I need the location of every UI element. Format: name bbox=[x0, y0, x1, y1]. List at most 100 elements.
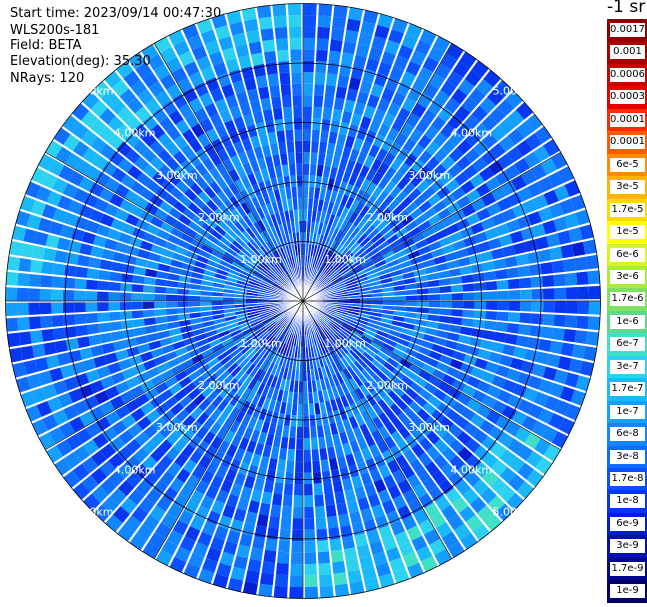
range-gate-cell bbox=[416, 408, 431, 422]
range-gate-cell bbox=[196, 380, 210, 393]
range-gate-cell bbox=[277, 248, 285, 261]
range-gate-cell bbox=[245, 148, 257, 163]
range-gate-cell bbox=[298, 209, 303, 222]
range-gate-cell bbox=[469, 173, 485, 188]
range-gate-cell bbox=[244, 475, 256, 489]
range-gate-cell bbox=[371, 296, 384, 301]
range-gate-cell bbox=[330, 27, 345, 41]
range-gate-cell bbox=[279, 247, 287, 260]
ray-separator bbox=[302, 3, 319, 302]
range-ring-label: 5.00km bbox=[493, 505, 535, 518]
range-gate-cell bbox=[222, 158, 235, 173]
range-gate-cell bbox=[62, 302, 75, 314]
range-gate-cell bbox=[405, 295, 418, 301]
range-gate-cell bbox=[218, 515, 233, 530]
range-gate-cell bbox=[542, 138, 560, 157]
range-gate-cell bbox=[370, 199, 382, 212]
range-gate-cell bbox=[432, 368, 446, 381]
range-gate-cell bbox=[322, 312, 333, 320]
range-gate-cell bbox=[441, 215, 456, 228]
range-gate-cell bbox=[211, 287, 224, 293]
range-gate-cell bbox=[329, 254, 339, 266]
range-gate-cell bbox=[280, 436, 289, 449]
range-gate-cell bbox=[300, 346, 303, 359]
colorbar-cell: 3e-9 bbox=[607, 535, 647, 558]
range-gate-cell bbox=[456, 370, 471, 384]
range-gate-cell bbox=[405, 347, 418, 358]
colorbar-cell: 1e-6 bbox=[607, 310, 647, 334]
range-gate-cell bbox=[433, 454, 449, 470]
range-gate-cell bbox=[523, 151, 540, 169]
range-gate-cell bbox=[67, 240, 82, 254]
range-gate-cell bbox=[135, 218, 150, 232]
range-gate-cell bbox=[404, 311, 417, 319]
range-gate-cell bbox=[194, 107, 209, 123]
range-gate-cell bbox=[405, 289, 418, 295]
range-gate-cell bbox=[391, 221, 405, 234]
range-gate-cell bbox=[342, 418, 353, 432]
range-gate-cell bbox=[242, 113, 255, 127]
range-gate-cell bbox=[365, 243, 377, 254]
range-gate-cell bbox=[312, 198, 319, 211]
range-gate-cell bbox=[161, 100, 178, 116]
range-gate-cell bbox=[333, 144, 344, 158]
range-gate-cell bbox=[96, 224, 111, 238]
range-gate-cell bbox=[252, 272, 264, 281]
range-gate-cell bbox=[441, 531, 459, 548]
range-gate-cell bbox=[324, 224, 332, 237]
range-gate-cell bbox=[468, 253, 482, 265]
range-gate-cell bbox=[310, 368, 316, 381]
range-gate-cell bbox=[111, 167, 127, 183]
range-gate-cell bbox=[292, 106, 302, 119]
range-gate-cell bbox=[235, 205, 247, 218]
range-gate-cell bbox=[279, 72, 291, 85]
range-gate-cell bbox=[321, 280, 332, 289]
range-gate-cell bbox=[542, 313, 555, 326]
range-gate-cell bbox=[322, 282, 333, 290]
range-gate-cell bbox=[234, 294, 247, 299]
range-gate-cell bbox=[404, 434, 419, 449]
range-gate-cell bbox=[289, 426, 297, 439]
range-gate-cell bbox=[308, 186, 315, 199]
range-gate-cell bbox=[390, 171, 404, 185]
range-gate-cell bbox=[335, 86, 347, 100]
range-gate-cell bbox=[371, 185, 384, 199]
range-gate-cell bbox=[262, 397, 272, 410]
range-gate-cell bbox=[235, 91, 249, 106]
range-gate-cell bbox=[303, 209, 308, 221]
range-gate-cell bbox=[365, 195, 377, 209]
range-gate-cell bbox=[184, 226, 198, 239]
range-gate-cell bbox=[383, 361, 396, 373]
range-gate-cell bbox=[203, 325, 216, 333]
range-gate-cell bbox=[390, 157, 404, 171]
range-gate-cell bbox=[247, 173, 258, 187]
range-gate-cell bbox=[45, 354, 60, 370]
range-gate-cell bbox=[315, 414, 323, 427]
range-gate-cell bbox=[246, 212, 257, 225]
range-gate-cell bbox=[273, 15, 287, 28]
range-gate-cell bbox=[259, 311, 271, 318]
range-gate-cell bbox=[265, 215, 274, 228]
range-gate-cell bbox=[464, 470, 482, 488]
range-gate-cell bbox=[315, 258, 322, 270]
ray-separator bbox=[5, 300, 304, 317]
range-gate-cell bbox=[454, 415, 470, 430]
range-gate-cell bbox=[446, 201, 461, 215]
range-gate-cell bbox=[465, 437, 481, 454]
range-gate-cell bbox=[392, 385, 406, 398]
range-gate-cell bbox=[214, 347, 227, 358]
range-gate-cell bbox=[247, 464, 259, 478]
range-gate-cell bbox=[130, 385, 145, 399]
range-gate-cell bbox=[386, 233, 399, 245]
range-gate-cell bbox=[418, 346, 432, 357]
range-gate-cell bbox=[289, 175, 297, 188]
range-gate-cell bbox=[200, 118, 214, 133]
range-gate-cell bbox=[149, 124, 166, 140]
range-gate-cell bbox=[132, 140, 149, 156]
range-gate-cell bbox=[282, 246, 289, 259]
range-gate-cell bbox=[517, 398, 533, 414]
range-gate-cell bbox=[315, 272, 324, 283]
range-gate-cell bbox=[282, 272, 291, 283]
range-gate-cell bbox=[392, 279, 405, 287]
range-gate-cell bbox=[196, 440, 210, 455]
